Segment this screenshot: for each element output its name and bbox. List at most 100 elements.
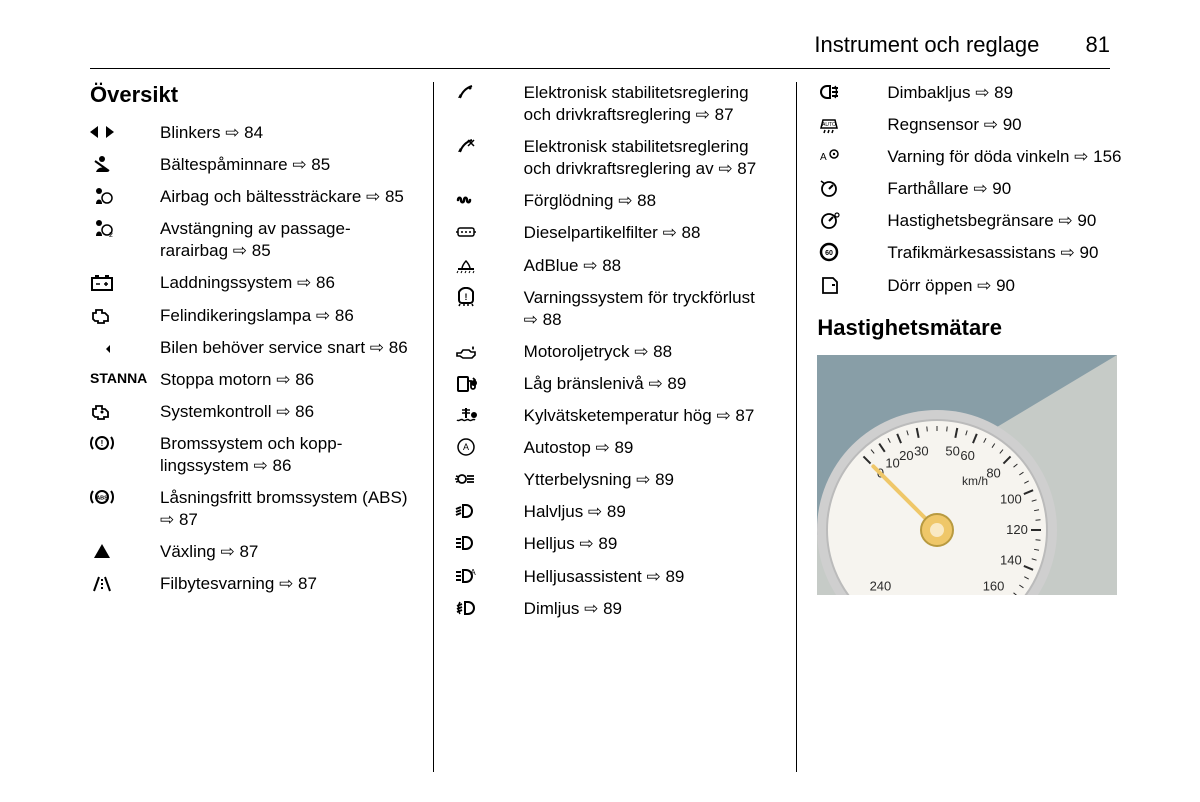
seatbelt-icon (90, 154, 160, 174)
indicator-label: Bromssystem och kopp­lingssystem ⇨ 86 (160, 433, 413, 477)
indicator-row: Dimljus ⇨ 89 (454, 598, 777, 620)
indicator-row: Trafikmärkesassistans ⇨ 90 (817, 242, 1140, 264)
overview-heading: Översikt (90, 82, 413, 108)
cruise-icon (817, 178, 887, 198)
svg-text:km/h: km/h (962, 474, 988, 488)
rain-icon (817, 114, 887, 134)
indicator-row: Autostop ⇨ 89 (454, 437, 777, 459)
indicator-row: Förglödning ⇨ 88 (454, 190, 777, 212)
svg-text:20: 20 (899, 448, 913, 463)
speedometer-image: 0102030506080100120140160200240km/h (817, 355, 1117, 595)
indicator-label: Farthållare ⇨ 90 (887, 178, 1140, 200)
indicator-row: Varning för döda vinkeln ⇨ 156 (817, 146, 1140, 168)
blindspot-icon (817, 146, 887, 166)
indicator-row: Helljusassistent ⇨ 89 (454, 566, 777, 588)
indicator-row: Elektronisk stabilitetsreg­lering och dr… (454, 82, 777, 126)
stanna-icon: STANNA (90, 369, 160, 387)
blinkers-icon (90, 122, 160, 142)
indicator-label: Trafikmärkesassistans ⇨ 90 (887, 242, 1140, 264)
tsr-icon (817, 242, 887, 262)
indicator-label: Airbag och bältes­sträckare ⇨ 85 (160, 186, 413, 208)
indicator-row: Varningssystem för tryck­förlust ⇨ 88 (454, 287, 777, 331)
indicator-row: Halvljus ⇨ 89 (454, 501, 777, 523)
svg-text:140: 140 (1000, 552, 1022, 567)
indicator-row: Låg bränslenivå ⇨ 89 (454, 373, 777, 395)
indicator-label: Elektronisk stabilitetsreg­lering och dr… (524, 136, 777, 180)
wrench-icon (90, 337, 160, 357)
indicator-row: Avstängning av passage­rarairbag ⇨ 85 (90, 218, 413, 262)
page-number: 81 (1086, 32, 1110, 57)
indicator-label: Helljusassistent ⇨ 89 (524, 566, 777, 588)
hba-icon (454, 566, 524, 586)
indicator-label: Avstängning av passage­rarairbag ⇨ 85 (160, 218, 413, 262)
indicator-label: Dimljus ⇨ 89 (524, 598, 777, 620)
indicator-row: AdBlue ⇨ 88 (454, 255, 777, 277)
content-columns: Översikt Blinkers ⇨ 84 Bältespåminnare ⇨ … (90, 82, 1140, 772)
brake-icon (90, 433, 160, 453)
svg-text:160: 160 (983, 578, 1005, 593)
airbag-icon (90, 186, 160, 206)
indicator-label: Kylvätsketemperatur hög ⇨ 87 (524, 405, 777, 427)
svg-text:50: 50 (946, 443, 960, 458)
engine-icon (90, 305, 160, 325)
autostop-icon (454, 437, 524, 457)
esc-off-icon (454, 136, 524, 156)
indicator-row: Laddningssystem ⇨ 86 (90, 272, 413, 294)
indicator-row: Regnsensor ⇨ 90 (817, 114, 1140, 136)
esc-icon (454, 82, 524, 102)
oil-icon (454, 341, 524, 361)
indicator-row: Bilen behöver service snart ⇨ 86 (90, 337, 413, 359)
indicator-label: Stoppa motorn ⇨ 86 (160, 369, 413, 391)
tpms-icon (454, 287, 524, 307)
indicator-row: Bältespåminnare ⇨ 85 (90, 154, 413, 176)
indicator-label: Helljus ⇨ 89 (524, 533, 777, 555)
indicator-label: Elektronisk stabilitetsreg­lering och dr… (524, 82, 777, 126)
indicator-label: Regnsensor ⇨ 90 (887, 114, 1140, 136)
indicator-label: Halvljus ⇨ 89 (524, 501, 777, 523)
engine-sys-icon (90, 401, 160, 421)
indicator-label: Dieselpartikelfilter ⇨ 88 (524, 222, 777, 244)
indicator-row: Hastighetsbegränsare ⇨ 90 (817, 210, 1140, 232)
indicator-row: Växling ⇨ 87 (90, 541, 413, 563)
svg-text:30: 30 (915, 443, 929, 458)
page-header: Instrument och reglage 81 (814, 32, 1110, 58)
indicator-row: Kylvätsketemperatur hög ⇨ 87 (454, 405, 777, 427)
limiter-icon (817, 210, 887, 230)
indicator-row: Motoroljetryck ⇨ 88 (454, 341, 777, 363)
svg-text:120: 120 (1006, 522, 1028, 537)
indicator-label: Blinkers ⇨ 84 (160, 122, 413, 144)
svg-text:100: 100 (1000, 491, 1022, 506)
dpf-icon (454, 222, 524, 242)
indicator-row: Låsningsfritt broms­system (ABS) ⇨ 87 (90, 487, 413, 531)
fuel-icon (454, 373, 524, 393)
indicator-label: Ytterbelysning ⇨ 89 (524, 469, 777, 491)
indicator-row: STANNAStoppa motorn ⇨ 86 (90, 369, 413, 391)
indicator-label: Förglödning ⇨ 88 (524, 190, 777, 212)
svg-text:60: 60 (961, 448, 975, 463)
indicator-label: Varningssystem för tryck­förlust ⇨ 88 (524, 287, 777, 331)
column-1: Översikt Blinkers ⇨ 84 Bältespåminnare ⇨ … (90, 82, 434, 772)
header-title: Instrument och reglage (814, 32, 1039, 57)
indicator-row: Helljus ⇨ 89 (454, 533, 777, 555)
airbag-off-icon (90, 218, 160, 238)
preglow-icon (454, 190, 524, 210)
indicator-row: Filbytesvarning ⇨ 87 (90, 573, 413, 595)
indicator-label: Låg bränslenivå ⇨ 89 (524, 373, 777, 395)
indicator-row: Airbag och bältes­sträckare ⇨ 85 (90, 186, 413, 208)
indicator-label: Autostop ⇨ 89 (524, 437, 777, 459)
indicator-label: Hastighetsbegränsare ⇨ 90 (887, 210, 1140, 232)
indicator-label: Dörr öppen ⇨ 90 (887, 275, 1140, 297)
indicator-row: Elektronisk stabilitetsreg­lering och dr… (454, 136, 777, 180)
indicator-label: Bältespåminnare ⇨ 85 (160, 154, 413, 176)
speedometer-heading: Hastighetsmätare (817, 315, 1140, 341)
indicator-label: Låsningsfritt broms­system (ABS) ⇨ 87 (160, 487, 413, 531)
indicator-label: Filbytesvarning ⇨ 87 (160, 573, 413, 595)
rear-fog-icon (817, 82, 887, 102)
battery-icon (90, 272, 160, 292)
indicator-row: Dieselpartikelfilter ⇨ 88 (454, 222, 777, 244)
svg-text:10: 10 (886, 455, 900, 470)
indicator-row: Dörr öppen ⇨ 90 (817, 275, 1140, 297)
indicator-row: Ytterbelysning ⇨ 89 (454, 469, 777, 491)
adblue-icon (454, 255, 524, 275)
indicator-row: Felindikeringslampa ⇨ 86 (90, 305, 413, 327)
